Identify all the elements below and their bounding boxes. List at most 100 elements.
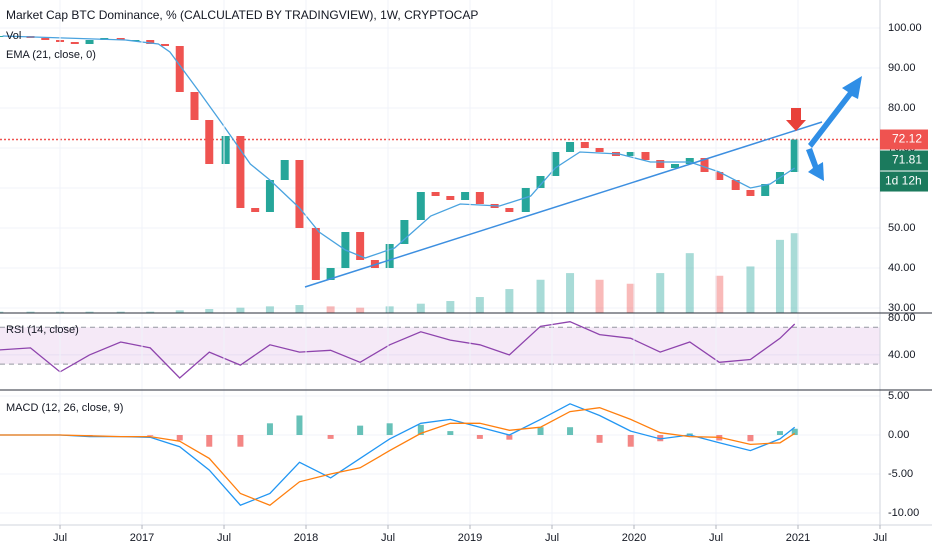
candle <box>131 40 140 41</box>
candle <box>41 38 50 40</box>
y-tick-label: -5.00 <box>888 468 913 480</box>
candle <box>146 40 155 44</box>
ema-badge-label: 71.81 <box>892 153 922 167</box>
candle <box>715 172 724 180</box>
histogram-bar <box>327 435 334 439</box>
candle <box>731 180 740 190</box>
histogram-bar <box>176 435 183 441</box>
candle <box>641 152 650 160</box>
volume-bar <box>746 266 755 313</box>
candle <box>295 160 304 228</box>
volume-bar <box>775 239 784 313</box>
x-tick-label: Jul <box>873 532 887 544</box>
volume-bar <box>790 233 799 313</box>
candle <box>595 148 604 152</box>
candle <box>356 232 365 260</box>
x-tick-label: 2020 <box>622 532 646 544</box>
candle <box>116 38 125 40</box>
volume-bar <box>116 311 125 313</box>
candle <box>536 176 545 188</box>
legend-entry: EMA (21, close, 0) <box>6 49 96 61</box>
candle <box>251 208 260 212</box>
x-tick-label: Jul <box>381 532 395 544</box>
histogram-bar <box>357 425 364 435</box>
x-tick-label: 2018 <box>294 532 318 544</box>
candle <box>505 208 514 212</box>
histogram-bar <box>627 435 634 447</box>
pane-title: RSI (14, close) <box>6 324 79 336</box>
countdown-badge <box>880 171 928 192</box>
candle <box>221 136 230 164</box>
y-tick-label: 90.00 <box>888 62 916 74</box>
volume-bar <box>416 303 425 313</box>
candle <box>746 190 755 196</box>
y-tick-label: 5.00 <box>888 390 909 402</box>
volume-bar <box>146 311 155 313</box>
histogram-bar <box>506 435 513 440</box>
x-tick-label: 2021 <box>786 532 810 544</box>
candle <box>85 40 94 44</box>
candle <box>626 152 635 156</box>
histogram-bar <box>147 435 154 436</box>
candle <box>566 142 575 152</box>
volume-bar <box>446 301 455 313</box>
volume-bar <box>715 275 724 313</box>
volume-bar <box>295 305 304 313</box>
x-tick-label: 2017 <box>130 532 154 544</box>
y-tick-label: 50.00 <box>888 222 916 234</box>
indicator-line <box>0 321 796 379</box>
x-tick-label: Jul <box>217 532 231 544</box>
candle <box>790 139 799 172</box>
volume-bar <box>656 273 665 313</box>
candle <box>400 220 409 244</box>
candle <box>416 192 425 220</box>
y-tick-label: 30.00 <box>888 302 916 314</box>
legend-entry: Vol <box>6 30 21 42</box>
volume-bar <box>685 253 694 313</box>
volume-bar <box>0 311 4 313</box>
histogram-bar <box>791 428 798 435</box>
candle <box>461 192 470 200</box>
candle <box>280 160 289 180</box>
trend-line <box>304 121 823 288</box>
histogram-bar <box>417 424 424 435</box>
volume-bar <box>265 306 274 313</box>
volume-bar <box>626 283 635 313</box>
volume-bar <box>175 310 184 313</box>
x-tick-label: 2019 <box>458 532 482 544</box>
arrow-up-blue <box>808 76 862 148</box>
candle <box>265 180 274 212</box>
volume-bar <box>356 307 365 313</box>
histogram-bar <box>266 423 273 435</box>
plot <box>0 0 881 525</box>
volume-bar <box>26 311 35 313</box>
candle <box>311 228 320 280</box>
ema-badge <box>880 150 928 171</box>
volume-bar <box>536 279 545 313</box>
candle <box>326 268 335 280</box>
histogram-bar <box>776 431 783 435</box>
candle <box>175 46 184 92</box>
candle <box>656 160 665 168</box>
y-tick-label: 40.00 <box>888 262 916 274</box>
candle <box>205 120 214 164</box>
candle <box>521 188 530 212</box>
candle <box>236 136 245 208</box>
histogram-bar <box>596 435 603 443</box>
volume-bar <box>326 306 335 313</box>
histogram-bar <box>237 435 244 447</box>
y-tick-label: 80.00 <box>888 312 916 324</box>
candle <box>70 42 79 44</box>
volume-bar <box>566 273 575 313</box>
candle <box>431 192 440 196</box>
volume-bar <box>595 279 604 313</box>
price-badge <box>880 129 928 150</box>
volume-bar <box>205 309 214 313</box>
candle <box>385 244 394 268</box>
y-tick-label: 100.00 <box>888 22 922 34</box>
pane-title: MACD (12, 26, close, 9) <box>6 402 123 414</box>
candle <box>551 152 560 176</box>
arrow-down-red <box>786 108 806 131</box>
y-tick-label: -10.00 <box>888 507 919 519</box>
